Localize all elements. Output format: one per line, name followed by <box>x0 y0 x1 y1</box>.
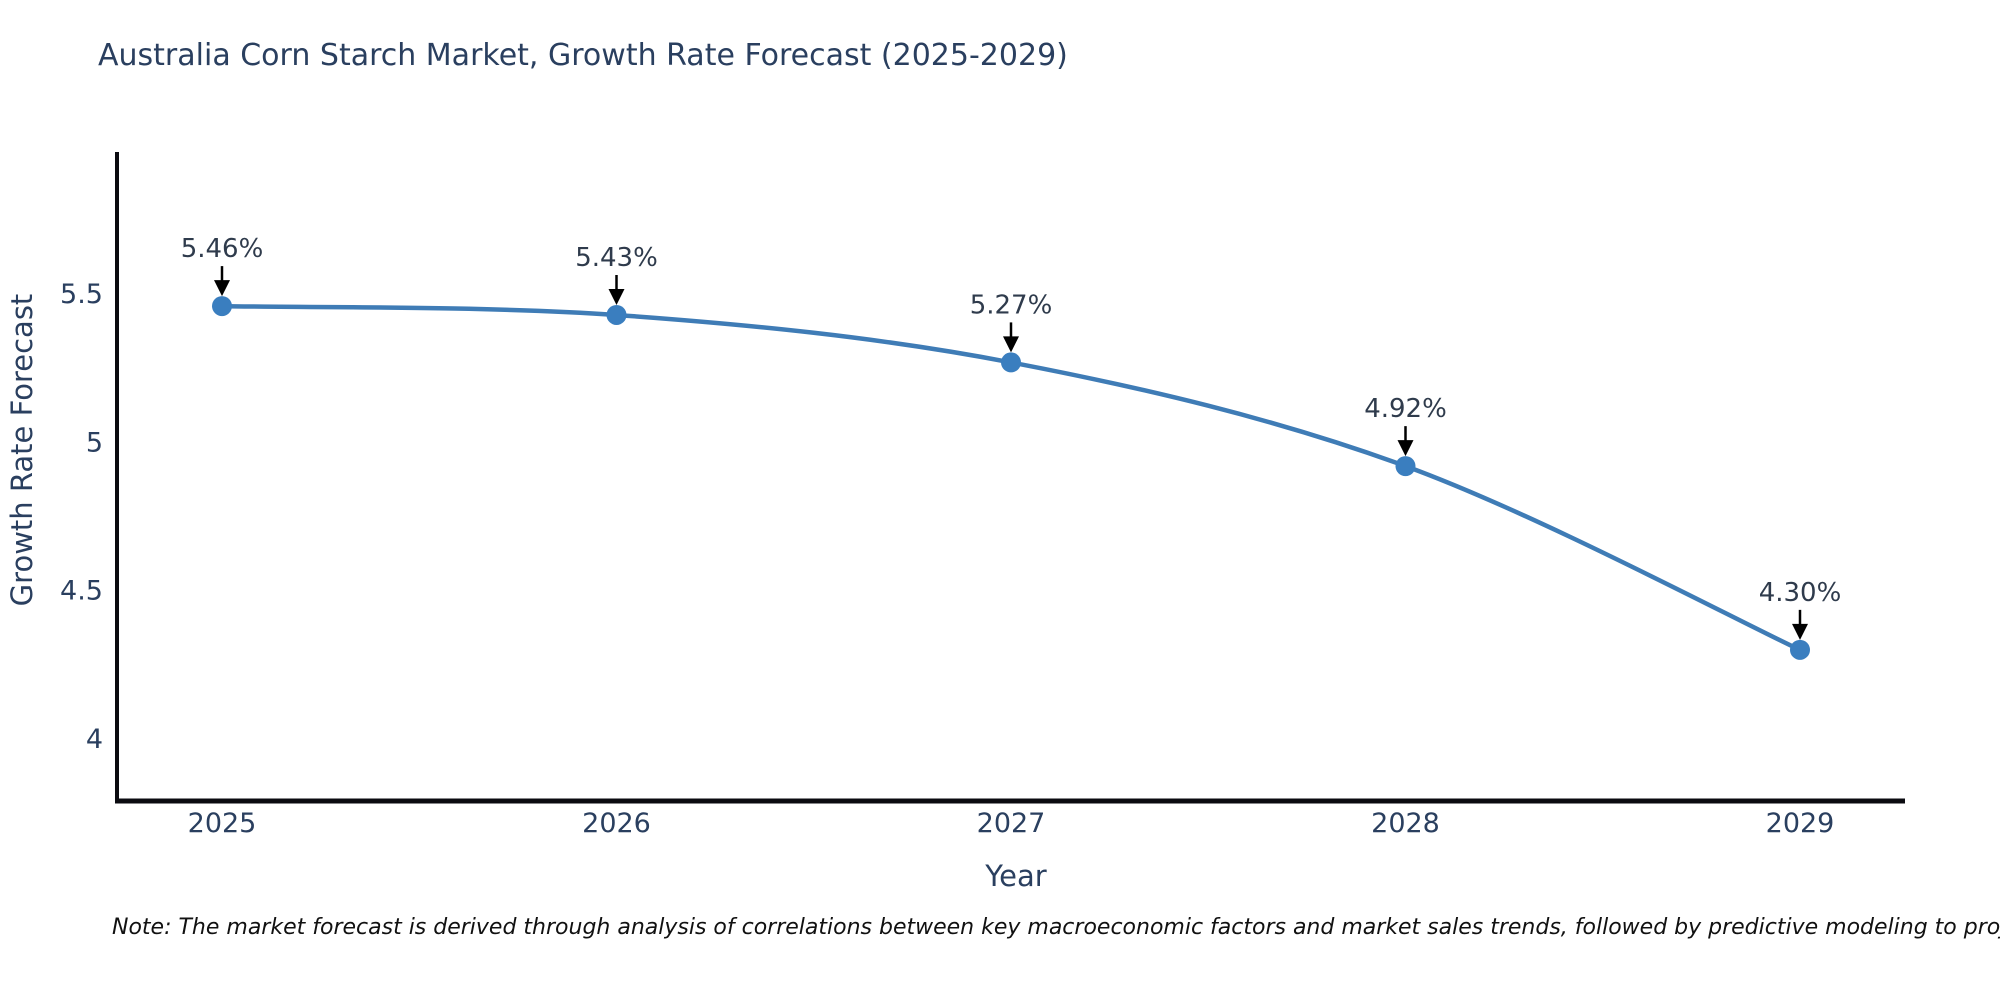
y-tick-label: 5 <box>86 427 103 458</box>
data-point-marker[interactable] <box>212 296 232 317</box>
x-tick-label: 2028 <box>1371 808 1440 839</box>
annotation-arrow-head <box>608 288 625 305</box>
y-tick-label: 4 <box>86 724 103 755</box>
data-point-label: 5.46% <box>181 234 264 264</box>
data-point-label: 5.43% <box>575 243 658 273</box>
y-axis-title: Growth Rate Forecast <box>5 294 39 607</box>
data-point-label: 4.30% <box>1759 578 1842 608</box>
x-axis-title: Year <box>984 859 1046 893</box>
x-tick-label: 2026 <box>582 808 651 839</box>
data-point-marker[interactable] <box>1790 639 1810 660</box>
x-tick-label: 2027 <box>977 808 1046 839</box>
annotation-arrow-head <box>214 280 230 297</box>
y-tick-label: 5.5 <box>60 279 103 310</box>
data-point-marker[interactable] <box>1001 352 1021 373</box>
annotation-arrow-head <box>1792 623 1808 640</box>
data-point-marker[interactable] <box>1395 456 1416 477</box>
data-point-marker[interactable] <box>606 304 627 325</box>
x-tick-label: 2029 <box>1766 808 1835 839</box>
annotation-arrow-head <box>1397 440 1414 457</box>
x-tick-label: 2025 <box>188 808 257 839</box>
chart-title: Australia Corn Starch Market, Growth Rat… <box>98 38 1068 73</box>
chart-footnote: Note: The market forecast is derived thr… <box>112 915 2000 940</box>
annotation-arrow-head <box>1003 336 1019 353</box>
data-point-label: 4.92% <box>1364 394 1447 424</box>
y-tick-label: 4.5 <box>60 576 103 607</box>
data-point-label: 5.27% <box>970 290 1053 320</box>
